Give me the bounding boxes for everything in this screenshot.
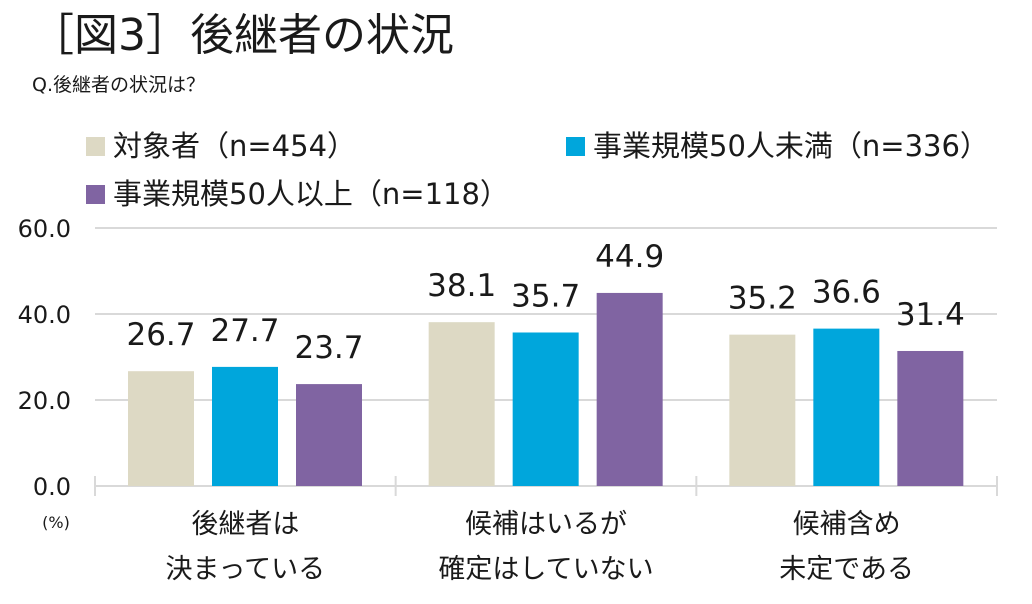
y-tick-label: 40.0 bbox=[18, 301, 71, 329]
legend-item-all: 対象者（n=454） bbox=[86, 128, 356, 164]
x-category-label: 未定である bbox=[779, 554, 914, 585]
x-category-label: 候補はいるが bbox=[465, 509, 627, 540]
bar bbox=[813, 328, 880, 486]
data-label: 35.2 bbox=[728, 281, 797, 317]
bar bbox=[729, 334, 796, 486]
data-label: 35.7 bbox=[511, 278, 580, 314]
legend-label: 対象者（n=454） bbox=[113, 129, 357, 163]
data-label: 23.7 bbox=[294, 330, 363, 366]
bar bbox=[212, 366, 278, 486]
legend-swatch bbox=[566, 136, 585, 156]
x-category-label: 決まっている bbox=[166, 554, 326, 585]
bar bbox=[428, 322, 495, 486]
x-category-label: 候補含め bbox=[793, 509, 901, 540]
bar bbox=[296, 384, 362, 486]
bar bbox=[897, 350, 964, 486]
bar bbox=[128, 371, 194, 486]
legend-item-over50: 事業規模50人以上（n=118） bbox=[86, 176, 509, 212]
y-tick-label: 20.0 bbox=[18, 387, 71, 415]
legend-swatch bbox=[86, 184, 105, 204]
legend-swatch bbox=[86, 136, 105, 156]
bar bbox=[596, 292, 663, 486]
y-tick-label: 0.0 bbox=[33, 473, 71, 501]
y-axis-unit: (%) bbox=[42, 513, 70, 532]
data-label: 38.1 bbox=[427, 268, 496, 304]
chart-title: ［図3］後継者の状況 bbox=[30, 10, 454, 61]
legend-item-under50: 事業規模50人未満（n=336） bbox=[566, 128, 989, 164]
legend-label: 事業規模50人未満（n=336） bbox=[593, 129, 989, 163]
x-category-label: 後継者は bbox=[191, 509, 299, 540]
y-tick-label: 60.0 bbox=[18, 215, 71, 243]
data-label: 31.4 bbox=[896, 297, 965, 333]
data-label: 27.7 bbox=[210, 313, 279, 349]
x-category-label: 確定はしていない bbox=[438, 554, 653, 585]
data-label: 44.9 bbox=[595, 239, 664, 275]
data-label: 26.7 bbox=[126, 317, 195, 353]
bar bbox=[512, 332, 579, 486]
chart-subtitle: Q.後継者の状況は？ bbox=[32, 74, 205, 96]
data-label: 36.6 bbox=[812, 275, 881, 311]
legend-label: 事業規模50人以上（n=118） bbox=[113, 177, 509, 211]
